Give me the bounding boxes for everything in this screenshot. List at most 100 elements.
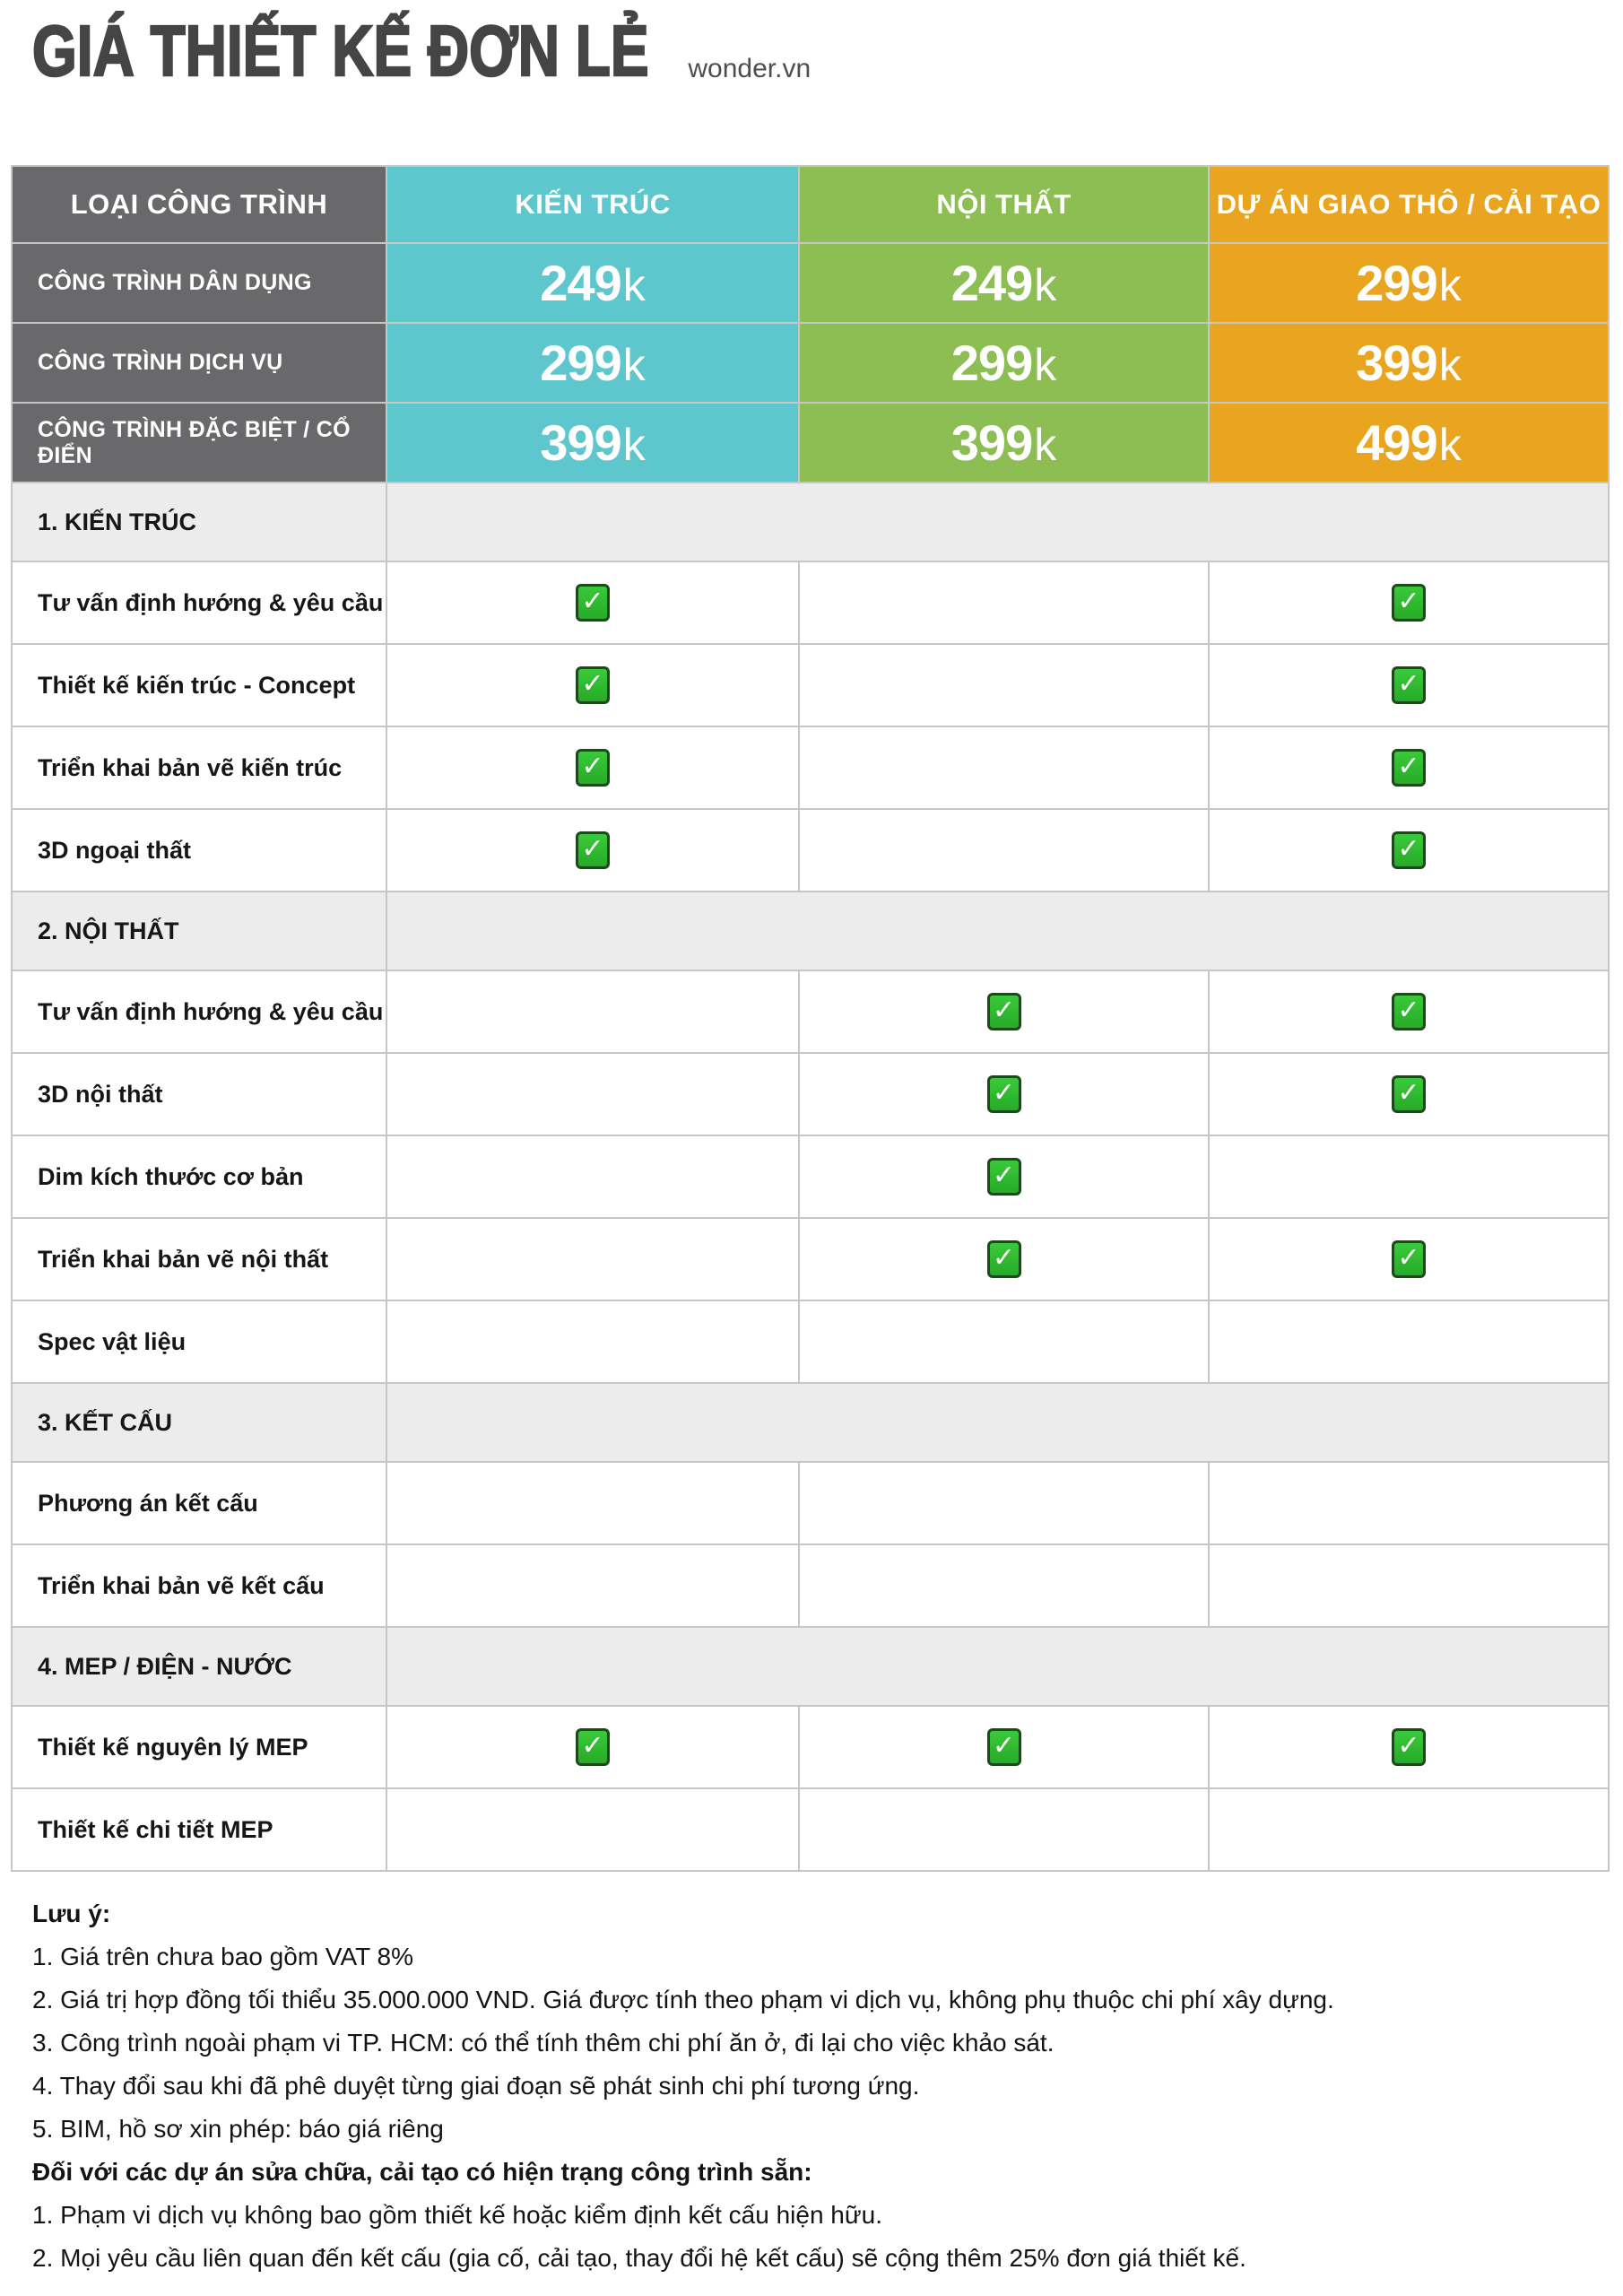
- check-cell: ✓: [800, 1463, 1210, 1545]
- price-suffix: k: [622, 260, 646, 310]
- price-value: 299: [1356, 255, 1437, 311]
- check-icon: ✓: [986, 993, 1021, 1031]
- service-label: Dim kích thước cơ bản: [38, 1162, 304, 1190]
- price-cell: 399k: [800, 404, 1210, 483]
- check-icon: ✓: [986, 1728, 1021, 1766]
- price-value: 249: [950, 255, 1033, 311]
- check-cell: ✓: [800, 1707, 1210, 1789]
- check-cell: ✓: [387, 1219, 800, 1301]
- check-icon: ✓: [986, 1240, 1021, 1278]
- service-label: Triển khai bản vẽ kiến trúc: [38, 753, 343, 781]
- check-cell: ✓: [1210, 727, 1608, 810]
- price-row: CÔNG TRÌNH DÂN DỤNG 249k 249k 299k: [13, 244, 1608, 324]
- check-icon: ✓: [576, 831, 610, 869]
- check-icon: ✓: [1392, 749, 1426, 787]
- column-header-loai-cong-trinh: LOẠI CÔNG TRÌNH: [13, 167, 387, 244]
- service-row: Thiết kế chi tiết MEP ✓ ✓ ✓: [13, 1789, 1608, 1872]
- service-label: 3D ngoại thất: [38, 836, 192, 864]
- note-line: 4. Thay đổi sau khi đã phê duyệt từng gi…: [32, 2072, 920, 2100]
- check-icon: ✓: [1392, 831, 1426, 869]
- price-suffix: k: [622, 340, 646, 390]
- check-cell: ✓: [1210, 1219, 1608, 1301]
- check-icon: ✓: [576, 584, 610, 622]
- section-header-filler: [387, 892, 1608, 971]
- check-cell: ✓: [387, 971, 800, 1054]
- page-title: GIÁ THIẾT KẾ ĐƠN LẺ: [31, 11, 650, 91]
- check-cell: ✓: [800, 645, 1210, 727]
- price-value: 299: [540, 335, 621, 391]
- service-label: Triển khai bản vẽ nội thất: [38, 1245, 329, 1273]
- check-cell: ✓: [1210, 562, 1608, 645]
- check-cell: ✓: [800, 1789, 1210, 1872]
- price-value: 399: [1356, 335, 1437, 391]
- service-row: Phương án kết cấu ✓ ✓ ✓: [13, 1463, 1608, 1545]
- service-row: 3D nội thất ✓ ✓ ✓: [13, 1054, 1608, 1136]
- note-line: 1. Giá trên chưa bao gồm VAT 8%: [32, 1943, 413, 1970]
- check-cell: ✓: [387, 810, 800, 892]
- check-cell: ✓: [387, 645, 800, 727]
- note-line: 5. BIM, hồ sơ xin phép: báo giá riêng: [32, 2115, 444, 2143]
- check-icon: ✓: [1392, 1240, 1426, 1278]
- column-header-du-an: DỰ ÁN GIAO THÔ / CẢI TẠO: [1210, 167, 1608, 244]
- check-icon: ✓: [576, 749, 610, 787]
- service-label: Spec vật liệu: [38, 1327, 187, 1355]
- check-cell: ✓: [387, 1545, 800, 1628]
- service-label: Phương án kết cấu: [38, 1489, 258, 1517]
- service-row: Tư vấn định hướng & yêu cầu ✓ ✓ ✓: [13, 971, 1608, 1054]
- price-suffix: k: [1034, 420, 1057, 470]
- check-cell: ✓: [800, 971, 1210, 1054]
- service-row: 3D ngoại thất ✓ ✓ ✓: [13, 810, 1608, 892]
- row-label: CÔNG TRÌNH DỊCH VỤ: [13, 324, 387, 404]
- section-header: 4. MEP / ĐIỆN - NƯỚC: [13, 1628, 1608, 1707]
- check-cell: ✓: [387, 1054, 800, 1136]
- column-header-kien-truc: KIẾN TRÚC: [387, 167, 800, 244]
- check-cell: ✓: [1210, 971, 1608, 1054]
- notes-section: Lưu ý: 1. Giá trên chưa bao gồm VAT 8% 2…: [32, 1892, 1593, 2280]
- price-suffix: k: [1438, 340, 1462, 390]
- check-icon: ✓: [1392, 1728, 1426, 1766]
- price-value: 399: [540, 414, 621, 471]
- check-icon: ✓: [1392, 993, 1426, 1031]
- check-cell: ✓: [387, 1463, 800, 1545]
- service-label: Thiết kế kiến trúc - Concept: [38, 671, 356, 699]
- price-cell: 249k: [800, 244, 1210, 324]
- service-row: Tư vấn định hướng & yêu cầu ✓ ✓ ✓: [13, 562, 1608, 645]
- check-cell: ✓: [800, 727, 1210, 810]
- price-cell: 399k: [1210, 324, 1608, 404]
- service-row: Spec vật liệu ✓ ✓ ✓: [13, 1301, 1608, 1384]
- check-icon: ✓: [576, 666, 610, 704]
- section-header: 1. KIẾN TRÚC: [13, 483, 1608, 562]
- section-title: 1. KIẾN TRÚC: [38, 508, 197, 535]
- price-cell: 399k: [387, 404, 800, 483]
- check-icon: ✓: [576, 1728, 610, 1766]
- note-line: 3. Công trình ngoài phạm vi TP. HCM: có …: [32, 2029, 1055, 2057]
- service-row: Dim kích thước cơ bản ✓ ✓ ✓: [13, 1136, 1608, 1219]
- check-icon: ✓: [1392, 666, 1426, 704]
- check-cell: ✓: [387, 1789, 800, 1872]
- check-cell: ✓: [800, 1301, 1210, 1384]
- price-cell: 499k: [1210, 404, 1608, 483]
- brand-text: wonder.vn: [688, 54, 812, 84]
- check-cell: ✓: [1210, 1545, 1608, 1628]
- check-cell: ✓: [387, 1136, 800, 1219]
- service-label: Thiết kế nguyên lý MEP: [38, 1733, 308, 1761]
- row-label: CÔNG TRÌNH DÂN DỤNG: [13, 244, 387, 324]
- check-cell: ✓: [387, 1301, 800, 1384]
- price-cell: 299k: [800, 324, 1210, 404]
- check-cell: ✓: [1210, 1789, 1608, 1872]
- check-cell: ✓: [1210, 645, 1608, 727]
- check-cell: ✓: [387, 562, 800, 645]
- section-header: 2. NỘI THẤT: [13, 892, 1608, 971]
- pricing-table: LOẠI CÔNG TRÌNH KIẾN TRÚC NỘI THẤT DỰ ÁN…: [11, 165, 1610, 1872]
- note-line: 2. Giá trị hợp đồng tối thiểu 35.000.000…: [32, 1986, 1334, 2013]
- service-row: Thiết kế nguyên lý MEP ✓ ✓ ✓: [13, 1707, 1608, 1789]
- section-header-filler: [387, 1628, 1608, 1707]
- service-label: Tư vấn định hướng & yêu cầu: [38, 588, 384, 616]
- notes-heading: Lưu ý:: [32, 1900, 111, 1927]
- check-cell: ✓: [800, 1054, 1210, 1136]
- price-suffix: k: [1034, 340, 1057, 390]
- section-header-filler: [387, 483, 1608, 562]
- price-value: 499: [1356, 414, 1437, 471]
- check-cell: ✓: [387, 727, 800, 810]
